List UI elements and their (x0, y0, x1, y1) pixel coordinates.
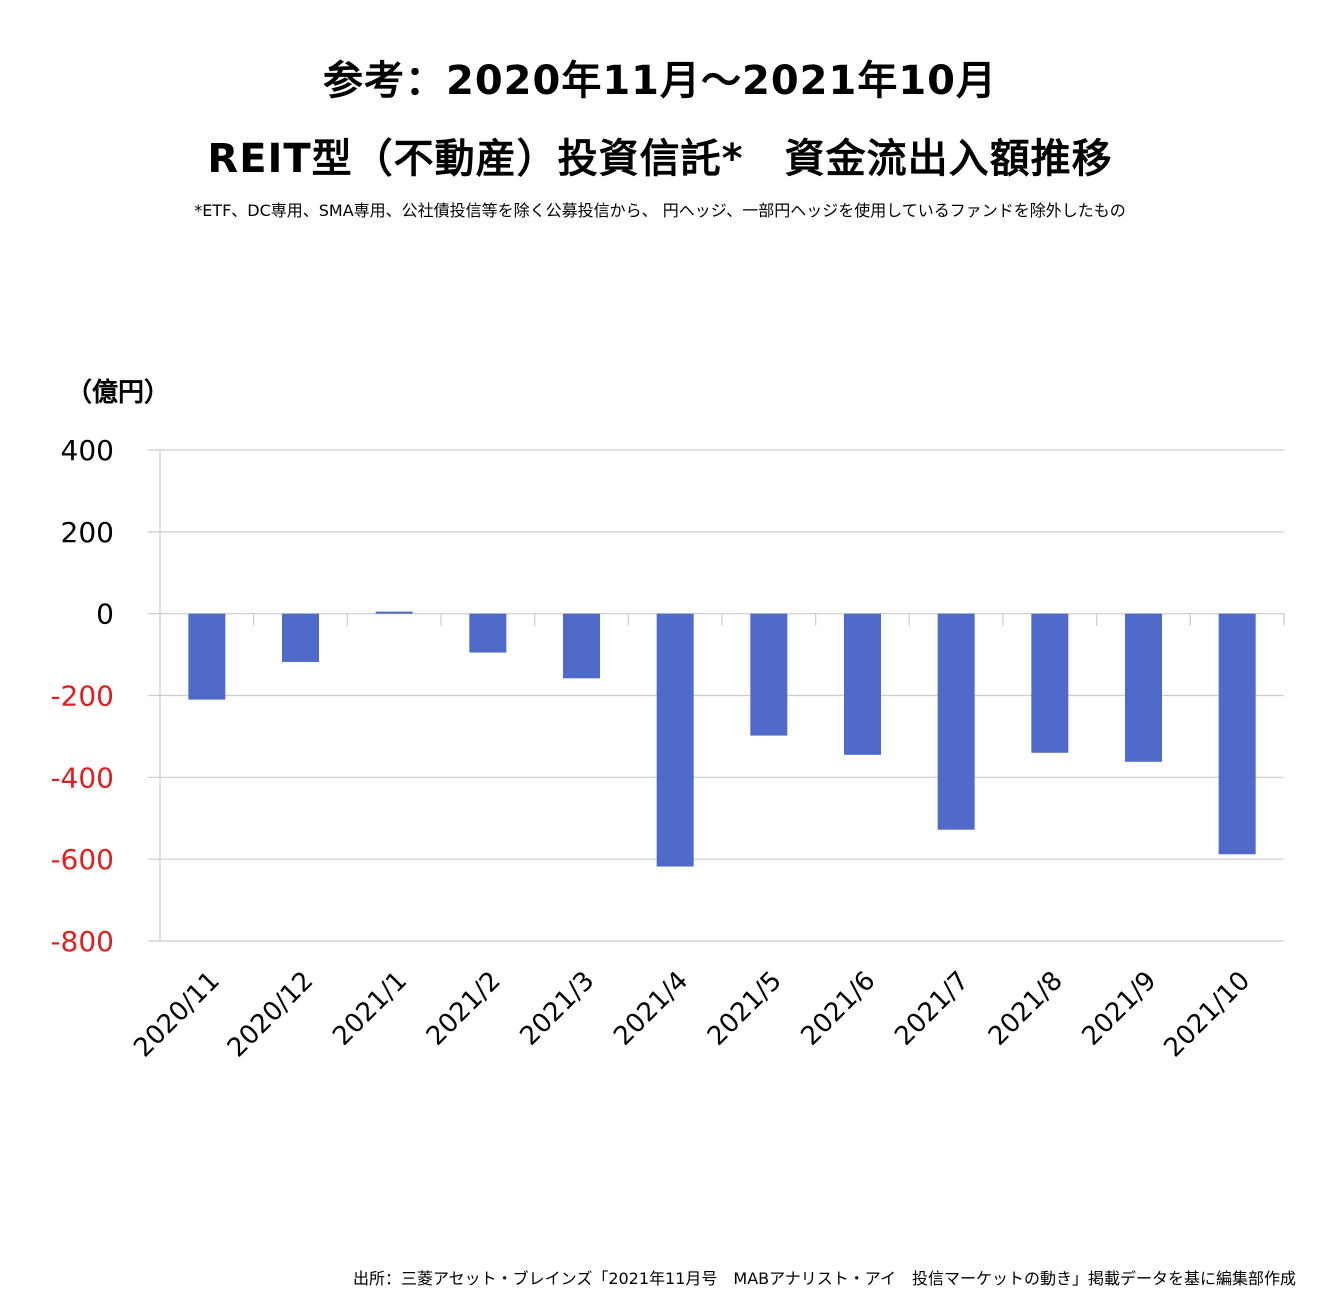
x-category-label: 2021/7 (889, 966, 975, 1052)
y-tick-label: -400 (50, 761, 114, 794)
x-category-label: 2020/12 (222, 966, 320, 1064)
bar-2021-10 (1218, 613, 1256, 855)
chart-footnote: *ETF、DC専用、SMA専用、公社債投信等を除く公募投信から、 円ヘッジ、一部… (194, 201, 1126, 220)
x-category-label: 2021/8 (983, 966, 1069, 1052)
bar-2021-6 (844, 613, 881, 755)
x-category-label: 2021/1 (327, 966, 413, 1052)
chart-title-line2: REIT型（不動産）投資信託* 資金流出入額推移 (207, 136, 1113, 182)
source-note: 出所：三菱アセット・ブレインズ「2021年11月号 MABアナリスト・アイ 投信… (352, 1269, 1296, 1288)
bar-2020-11 (188, 613, 226, 700)
bar-2021-7 (937, 613, 975, 830)
y-axis-unit-label: （億円） (66, 378, 171, 408)
x-category-label: 2021/5 (702, 966, 788, 1052)
bar-2021-9 (1125, 613, 1162, 762)
bar-2020-12 (282, 613, 319, 662)
bar-2021-4 (656, 613, 694, 867)
y-tick-label: 0 (96, 598, 114, 631)
y-tick-label: -600 (50, 843, 114, 876)
y-tick-label: -800 (50, 925, 114, 958)
y-tick-label: 200 (61, 516, 114, 549)
x-category-label: 2021/2 (421, 966, 507, 1052)
bar-2021-3 (563, 613, 600, 679)
y-tick-label: 400 (61, 434, 114, 467)
x-category-label: 2021/6 (796, 966, 882, 1052)
bar-2021-5 (750, 613, 788, 736)
y-tick-label: -200 (50, 680, 114, 713)
x-category-label: 2020/11 (128, 966, 226, 1064)
x-category-label: 2021/10 (1159, 966, 1257, 1064)
chart-title-line1: 参考：2020年11月〜2021年10月 (323, 58, 997, 104)
x-category-label: 2021/9 (1077, 966, 1163, 1052)
x-category-label: 2021/3 (515, 966, 601, 1052)
bar-2021-1 (375, 611, 413, 614)
bar-2021-8 (1031, 613, 1069, 753)
x-category-label: 2021/4 (608, 966, 694, 1052)
bar-2021-2 (469, 613, 507, 653)
